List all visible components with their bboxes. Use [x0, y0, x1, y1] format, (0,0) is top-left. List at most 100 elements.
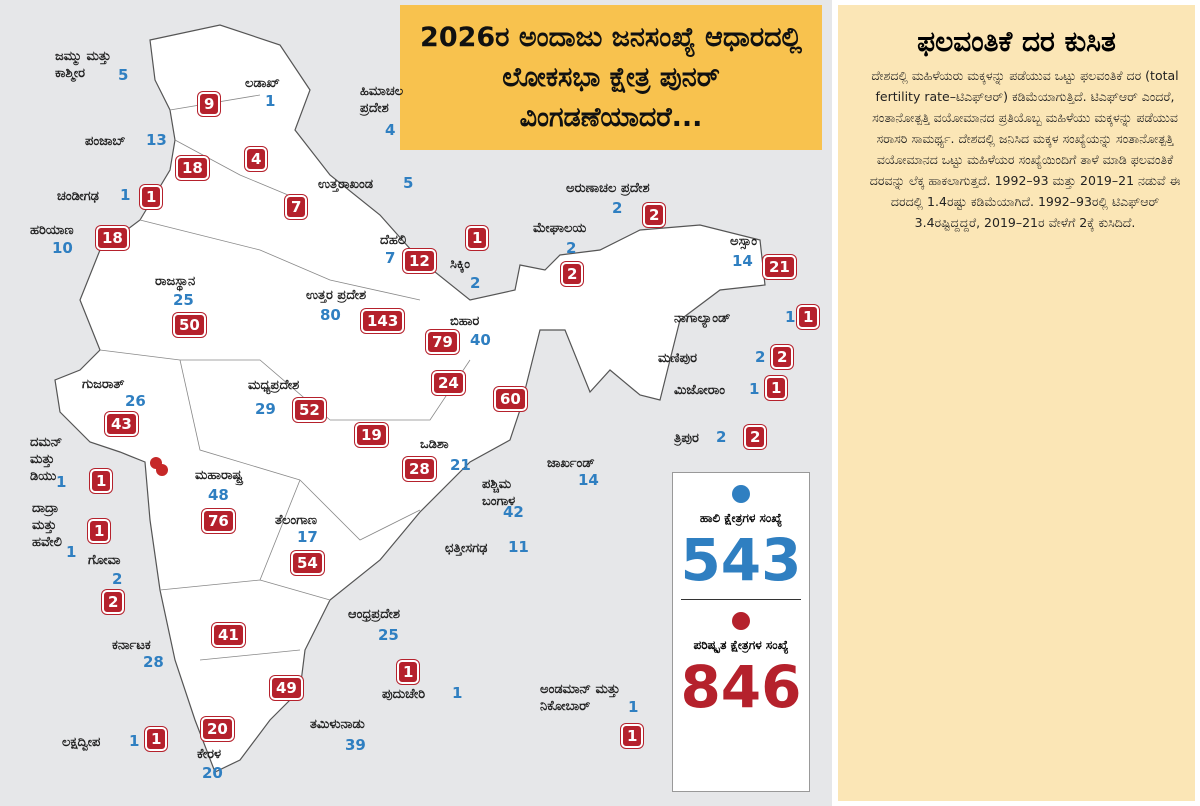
current-seats: 20 — [202, 764, 223, 782]
proposed-seats: 49 — [270, 676, 303, 700]
current-seats: 4 — [385, 121, 396, 139]
proposed-seats: 50 — [173, 313, 206, 337]
proposed-seats: 18 — [96, 226, 129, 250]
state-name: ಉತ್ತರಾಖಂಡ — [318, 177, 374, 192]
current-seats: 1 — [120, 186, 131, 204]
current-seats: 42 — [503, 503, 524, 521]
proposed-seats: 2 — [102, 590, 125, 614]
proposed-seats: 1 — [90, 469, 113, 493]
state-name: ಉತ್ತರ ಪ್ರದೇಶ — [306, 288, 367, 303]
state-name: ಅಂಡಮಾನ್ ಮತ್ತು ನಿಕೋಬಾರ್ — [540, 682, 621, 714]
state-name: ಚಂಡೀಗಢ — [57, 189, 99, 204]
proposed-seats: 2 — [744, 425, 767, 449]
current-seats: 2 — [716, 428, 727, 446]
current-seats: 1 — [66, 543, 77, 561]
current-seats: 14 — [578, 471, 599, 489]
proposed-seats: 43 — [105, 412, 138, 436]
legend: ಹಾಲಿ ಕ್ಷೇತ್ರಗಳ ಸಂಖ್ಯೆ 543 ಪರಿಷ್ಕೃತ ಕ್ಷೇತ… — [672, 472, 810, 792]
current-seats: 1 — [628, 698, 639, 716]
proposed-seats: 54 — [291, 551, 324, 575]
state-name: ಪಶ್ಚಿಮ ಬಂಗಾಳ — [482, 477, 516, 509]
state-name: ಗುಜರಾತ್ — [82, 377, 125, 392]
state-name: ಬಿಹಾರ — [450, 314, 480, 329]
current-seats: 11 — [508, 538, 529, 556]
proposed-seats: 1 — [145, 727, 168, 751]
current-seats: 1 — [129, 732, 140, 750]
state-name: ಜಮ್ಮು ಮತ್ತು ಕಾಶ್ಮೀರ — [55, 49, 112, 81]
current-seats: 1 — [452, 684, 463, 702]
india-outline — [54, 24, 766, 773]
proposed-seats: 79 — [426, 330, 459, 354]
current-seats: 1 — [749, 380, 760, 398]
current-seats: 17 — [297, 528, 318, 546]
proposed-seats: 1 — [466, 226, 489, 250]
current-seats: 10 — [52, 239, 73, 257]
current-seats: 13 — [146, 131, 167, 149]
proposed-seats: 76 — [202, 509, 235, 533]
proposed-seats: 143 — [361, 309, 405, 333]
proposed-seats: 1 — [621, 724, 644, 748]
state-name: ದೆಹಲಿ — [380, 233, 407, 248]
current-seats: 29 — [255, 400, 276, 418]
state-name: ಅರುಣಾಚಲ ಪ್ರದೇಶ — [566, 181, 650, 196]
current-seats: 80 — [320, 306, 341, 324]
current-seats: 1 — [785, 308, 796, 326]
state-name: ಲಡಾಖ್ — [245, 76, 280, 91]
current-seats: 7 — [385, 249, 396, 267]
proposed-seats: 1 — [140, 185, 163, 209]
proposed-seats: 1 — [765, 376, 788, 400]
current-seats: 5 — [118, 66, 129, 84]
current-seats: 25 — [173, 291, 194, 309]
current-seats: 2 — [566, 239, 577, 257]
state-name: ಹಿಮಾಚಲ ಪ್ರದೇಶ — [360, 84, 404, 116]
state-name: ಪುದುಚೇರಿ — [382, 687, 426, 702]
state-name: ಕರ್ನಾಟಕ — [112, 638, 151, 653]
proposed-seats: 4 — [245, 147, 268, 171]
current-seats: 14 — [732, 252, 753, 270]
current-seats: 2 — [112, 570, 123, 588]
current-seats: 48 — [208, 486, 229, 504]
state-name: ಛತ್ತೀಸಗಢ — [445, 541, 488, 556]
state-name: ಮಿಜೋರಾಂ — [674, 383, 725, 398]
current-seats: 25 — [378, 626, 399, 644]
state-name: ಕೇರಳ — [197, 747, 222, 762]
legend-total: 846 — [680, 653, 802, 721]
proposed-seats: 1 — [88, 519, 111, 543]
proposed-seats: 1 — [797, 305, 820, 329]
state-name: ಮಹಾರಾಷ್ಟ್ರ — [195, 468, 243, 483]
proposed-seats: 52 — [293, 398, 326, 422]
proposed-seats: 60 — [494, 387, 527, 411]
current-seats: 1 — [265, 92, 276, 110]
current-seats: 28 — [143, 653, 164, 671]
legend-label: ಪರಿಷ್ಕೃತ ಕ್ಷೇತ್ರಗಳ ಸಂಖ್ಯೆ — [693, 638, 789, 652]
current-seats: 2 — [470, 274, 481, 292]
state-name: ಜಾರ್ಖಂಡ್ — [547, 456, 595, 471]
state-name: ಹರಿಯಾಣ — [30, 223, 74, 238]
state-name: ದಾದ್ರಾ ಮತ್ತು ಹವೇಲಿ — [32, 501, 62, 550]
state-name: ಮಧ್ಯಪ್ರದೇಶ — [248, 378, 300, 393]
proposed-seats: 2 — [643, 203, 666, 227]
state-name: ಗೋವಾ — [88, 553, 121, 568]
state-name: ಒಡಿಶಾ — [420, 437, 449, 452]
proposed-seats: 2 — [561, 262, 584, 286]
current-seats: 21 — [450, 456, 471, 474]
state-name: ತಮಿಳುನಾಡು — [310, 717, 365, 732]
state-name: ಪಂಜಾಬ್ — [85, 134, 126, 149]
header-title: 2026ರ ಅಂದಾಜು ಜನಸಂಖ್ಯೆ ಆಧಾರದಲ್ಲಿ ಲೋಕಸಭಾ ಕ… — [400, 5, 822, 150]
proposed-seats: 28 — [403, 457, 436, 481]
proposed-seats: 21 — [763, 255, 796, 279]
sidebar-title: ಫಲವಂತಿಕೆ ದರ ಕುಸಿತ — [917, 25, 1116, 58]
proposed-seats: 1 — [397, 660, 420, 684]
current-seats: 39 — [345, 736, 366, 754]
marker — [156, 464, 168, 476]
proposed-seats: 7 — [285, 195, 308, 219]
legend-total: 543 — [680, 526, 802, 594]
state-name: ನಾಗಾಲ್ಯಾಂಡ್ — [674, 311, 731, 326]
current-seats: 5 — [403, 174, 414, 192]
legend-dot-blue — [732, 485, 750, 503]
proposed-seats: 12 — [403, 249, 436, 273]
proposed-seats: 24 — [432, 371, 465, 395]
current-seats: 1 — [56, 473, 67, 491]
state-name: ದಮನ್ ಮತ್ತು ಡಿಯು — [30, 435, 63, 484]
